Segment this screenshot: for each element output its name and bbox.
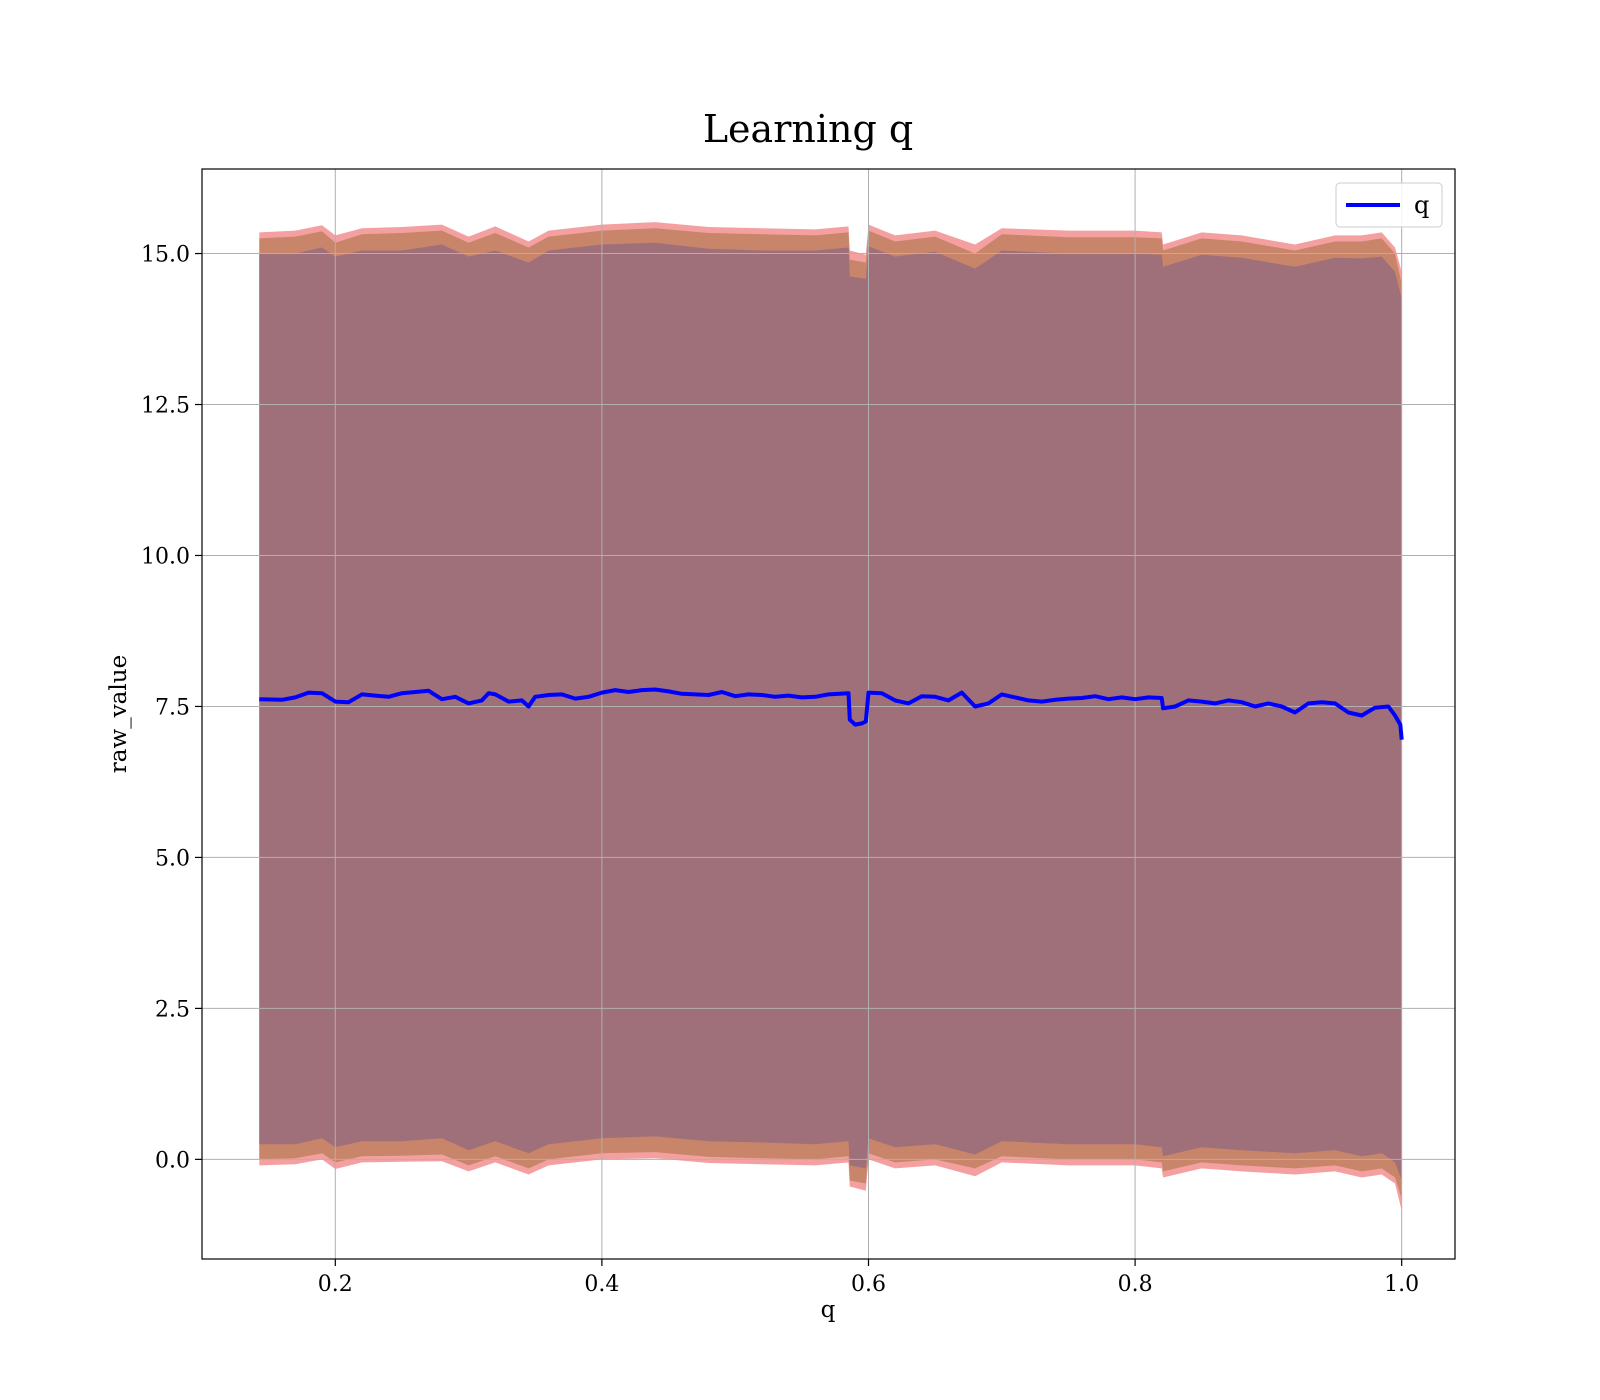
x-tick-label: 0.6: [851, 1272, 886, 1297]
y-axis-label: raw_value: [106, 655, 132, 773]
band-inner: [259, 242, 1402, 1181]
series-line-q: [259, 687, 1404, 740]
y-tick-label: 2.5: [155, 997, 190, 1022]
y-tick-label: 7.5: [155, 695, 190, 720]
x-tick-label: 1.0: [1384, 1272, 1419, 1297]
line-layer: [259, 687, 1404, 740]
x-axis-label: q: [821, 1297, 836, 1323]
y-tick-label: 5.0: [155, 846, 190, 871]
grid-layer: [202, 169, 1455, 1259]
legend-label-q: q: [1414, 191, 1429, 219]
x-tick-label: 0.8: [1118, 1272, 1153, 1297]
y-tick-label: 10.0: [141, 544, 190, 569]
y-tick-label: 0.0: [155, 1148, 190, 1173]
x-tick-label: 0.2: [318, 1272, 353, 1297]
band-layer: [259, 222, 1402, 1211]
ticks-layer: 0.2 0.4 0.6 0.8 1.0 0.0 2.5 5.0 7.5 10.0 12.5 15.0: [141, 243, 1419, 1297]
x-tick-label: 0.4: [584, 1272, 619, 1297]
y-tick-label: 15.0: [141, 243, 190, 268]
chart-title: Learning q: [703, 107, 913, 151]
legend: q: [1335, 182, 1443, 228]
plot-frame: [201, 168, 1456, 1260]
y-tick-label: 12.5: [141, 394, 190, 419]
